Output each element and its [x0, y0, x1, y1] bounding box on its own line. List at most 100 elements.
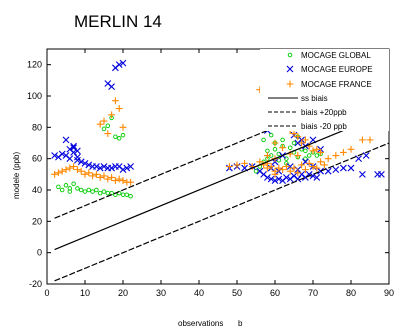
- mocage-france-point: [108, 174, 115, 181]
- legend-box: [260, 49, 389, 131]
- x-tick-label: 10: [80, 288, 90, 298]
- mocage-france-point: [96, 120, 104, 128]
- mocage-europe-point: [271, 177, 279, 184]
- mocage-france-point: [313, 164, 321, 172]
- x-tick-label: 90: [384, 288, 394, 298]
- mocage-france-point: [112, 97, 119, 105]
- mocage-global-point: [101, 126, 107, 132]
- mocage-global-point: [306, 153, 312, 158]
- legend-swatch-mocage-europe: [286, 65, 294, 73]
- mocage-france-point: [93, 170, 100, 178]
- mocage-global-point: [120, 132, 126, 138]
- mocage-france-point: [317, 149, 324, 156]
- mocage-france-point: [127, 178, 134, 186]
- x-tick-label: 20: [118, 288, 128, 298]
- mocage-europe-point: [355, 155, 362, 163]
- mocage-global-point: [105, 123, 111, 129]
- mocage-france-point: [81, 170, 89, 178]
- mocage-global-point: [272, 147, 278, 152]
- mocage-europe-point: [362, 152, 370, 159]
- mocage-france-point: [332, 152, 340, 159]
- mocage-europe-point: [74, 147, 81, 155]
- mocage-europe-point: [347, 164, 355, 172]
- mocage-global-point: [78, 187, 84, 193]
- x-tick-label: 70: [308, 288, 318, 298]
- mocage-europe-point: [66, 155, 74, 163]
- mocage-france-point: [324, 155, 332, 163]
- mocage-global-point: [56, 184, 61, 190]
- mocage-global-point: [75, 186, 80, 191]
- mocage-france-point: [58, 167, 66, 175]
- mocage-france-point: [66, 164, 74, 172]
- mocage-france-point: [51, 170, 58, 178]
- mocage-europe-point: [58, 150, 66, 158]
- mocage-global-point: [314, 153, 320, 158]
- mocage-global-point: [113, 134, 118, 139]
- mocage-global-point: [268, 132, 274, 138]
- mocage-global-point: [86, 187, 92, 193]
- reference-line-ss-biais: [54, 111, 390, 251]
- mocage-europe-point: [81, 159, 89, 167]
- mocage-france-point: [267, 163, 275, 170]
- mocage-france-point: [271, 139, 279, 147]
- mocage-france-point: [271, 167, 279, 175]
- mocage-europe-point: [51, 152, 58, 159]
- x-axis-label-suffix: b: [238, 319, 243, 328]
- mocage-europe-point: [340, 164, 347, 172]
- legend-label-europe: MOCAGE EUROPE: [301, 65, 373, 74]
- mocage-france-point: [283, 163, 290, 170]
- mocage-france-point: [298, 139, 305, 147]
- chart-title: MERLIN 14: [74, 12, 162, 31]
- mocage-france-point: [366, 136, 374, 144]
- legend-swatch-mocage-france: [286, 80, 294, 88]
- mocage-france-point: [85, 169, 93, 177]
- mocage-europe-point: [74, 156, 81, 164]
- mocage-france-point: [309, 147, 317, 155]
- legend-label-biais-minus: biais -20 ppb: [301, 122, 347, 131]
- y-tick-label: -20: [29, 279, 42, 289]
- mocage-global-point: [116, 136, 122, 141]
- mocage-global-point: [265, 148, 270, 154]
- mocage-europe-point: [127, 163, 134, 170]
- mocage-global-point: [303, 156, 308, 161]
- plot-frame: [46, 48, 390, 285]
- mocage-global-point: [120, 192, 126, 197]
- mocage-france-point: [290, 130, 298, 137]
- mocage-france-point: [100, 117, 108, 125]
- mocage-global-point: [71, 181, 76, 186]
- x-tick-label: 60: [270, 288, 280, 298]
- mocage-france-point: [286, 167, 294, 175]
- mocage-global-point: [82, 189, 88, 194]
- x-tick-label: 40: [194, 288, 204, 298]
- mocage-europe-point: [359, 170, 366, 178]
- mocage-france-point: [108, 111, 115, 119]
- mocage-france-point: [313, 145, 321, 153]
- mocage-global-point: [94, 187, 99, 193]
- mocage-europe-point: [283, 174, 290, 181]
- mocage-france-point: [74, 166, 81, 174]
- mocage-global-point: [253, 168, 259, 174]
- y-tick-label: 80: [32, 122, 42, 132]
- mocage-europe-point: [74, 153, 81, 161]
- mocage-global-point: [284, 156, 289, 161]
- mocage-france-point: [100, 172, 108, 180]
- mocage-europe-point: [62, 136, 70, 144]
- x-tick-label: 80: [346, 288, 356, 298]
- mocage-france-point: [119, 177, 127, 184]
- mocage-europe-point: [264, 174, 271, 181]
- mocage-france-point: [340, 149, 347, 156]
- mocage-europe-point: [115, 61, 123, 69]
- mocage-global-point: [291, 140, 297, 146]
- mocage-france-point: [321, 161, 328, 169]
- mocage-france-point: [104, 175, 112, 183]
- mocage-europe-point: [85, 161, 93, 169]
- mocage-france-point: [298, 161, 305, 169]
- mocage-global-point: [124, 192, 130, 197]
- mocage-france-point: [309, 163, 317, 170]
- mocage-france-point: [256, 158, 264, 166]
- mocage-europe-point: [93, 163, 100, 170]
- mocage-europe-point: [374, 170, 381, 178]
- mocage-europe-point: [313, 174, 321, 181]
- x-tick-label: 30: [156, 288, 166, 298]
